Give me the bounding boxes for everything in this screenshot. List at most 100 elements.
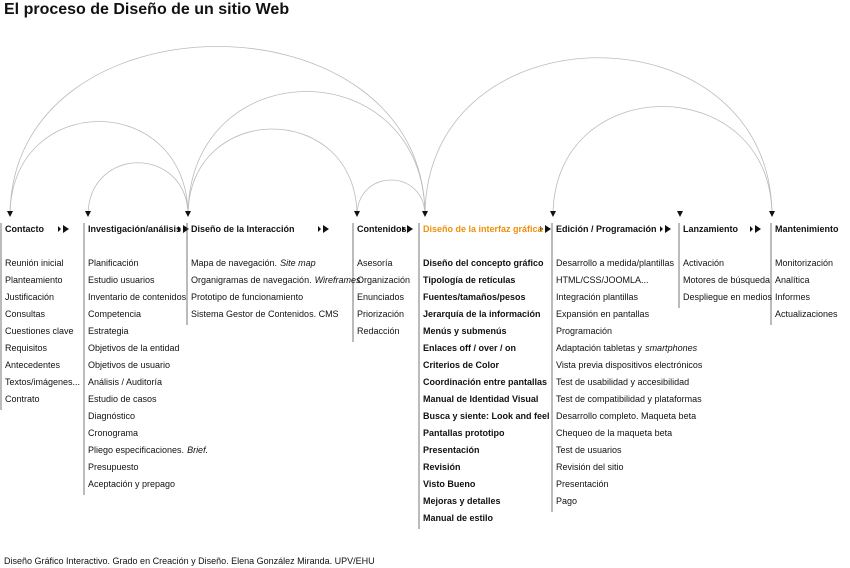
arrow-head bbox=[550, 211, 556, 217]
item: Motores de búsqueda bbox=[683, 275, 771, 285]
item: Chequeo de la maqueta beta bbox=[556, 428, 673, 438]
column-heading: Diseño de la Interacción bbox=[191, 224, 295, 234]
arc bbox=[9, 46, 426, 217]
item: Mapa de navegación. Site map bbox=[191, 257, 316, 269]
arrow-head bbox=[7, 211, 13, 217]
arrow-head bbox=[354, 211, 360, 217]
item: Estrategia bbox=[88, 326, 129, 336]
item-text: Adaptación tabletas y bbox=[556, 343, 643, 353]
item: Sistema Gestor de Contenidos. CMS bbox=[191, 309, 339, 319]
item: Integración plantillas bbox=[556, 292, 639, 302]
arrow bbox=[58, 226, 61, 232]
item: Visto Bueno bbox=[423, 479, 476, 489]
arrow bbox=[540, 226, 543, 232]
item-emphasis: Site map bbox=[280, 258, 316, 268]
item: Pago bbox=[556, 496, 578, 506]
column-heading: Lanzamiento bbox=[683, 224, 739, 234]
item: Vista previa dispositivos electrónicos bbox=[556, 360, 703, 370]
item: Enlaces off / over / on bbox=[423, 343, 517, 353]
item: Contrato bbox=[5, 394, 40, 404]
item: Inventario de contenidos bbox=[88, 292, 187, 302]
item: Programación bbox=[556, 326, 613, 336]
item: Pantallas prototipo bbox=[423, 428, 505, 438]
item: Análisis / Auditoría bbox=[88, 377, 163, 387]
item: Planteamiento bbox=[5, 275, 63, 285]
item: Mejoras y detalles bbox=[423, 496, 501, 506]
item-emphasis: smartphones bbox=[645, 343, 698, 353]
arc bbox=[552, 106, 773, 217]
item: Desarrollo completo. Maqueta beta bbox=[556, 411, 697, 421]
item-emphasis: Brief. bbox=[187, 445, 209, 455]
item: Cronograma bbox=[88, 428, 139, 438]
item: Fuentes/tamaños/pesos bbox=[423, 292, 526, 302]
item: Redacción bbox=[357, 326, 400, 336]
item: Revisión del sitio bbox=[556, 462, 624, 472]
arrow bbox=[665, 225, 671, 233]
item: Desarrollo a medida/plantillas bbox=[556, 258, 675, 268]
item: Competencia bbox=[88, 309, 142, 319]
arrow bbox=[407, 225, 413, 233]
item: Textos/imágenes... bbox=[5, 377, 81, 387]
arc bbox=[187, 91, 426, 217]
arrow bbox=[545, 225, 551, 233]
arrow-head bbox=[85, 211, 91, 217]
item: Presentación bbox=[423, 445, 480, 455]
item: Manual de Identidad Visual bbox=[423, 394, 539, 404]
arc bbox=[9, 121, 189, 217]
item: Pliego especificaciones. Brief. bbox=[88, 444, 208, 456]
arrow bbox=[63, 225, 69, 233]
item: Test de compatibilidad y plataformas bbox=[556, 394, 702, 404]
item: Justificación bbox=[5, 292, 55, 302]
arc bbox=[87, 162, 189, 217]
item: Monitorización bbox=[775, 258, 834, 268]
item: Test de usabilidad y accesibilidad bbox=[556, 377, 690, 387]
item: Requisitos bbox=[5, 343, 48, 353]
arrow bbox=[323, 225, 329, 233]
column-heading: Edición / Programación bbox=[556, 224, 657, 234]
arrow bbox=[183, 225, 189, 233]
arrow-head bbox=[422, 211, 428, 217]
item: Test de usuarios bbox=[556, 445, 622, 455]
column-heading: Investigación/análisis bbox=[88, 224, 182, 234]
arc bbox=[356, 179, 426, 217]
item: Aceptación y prepago bbox=[88, 479, 176, 489]
item: Enunciados bbox=[357, 292, 405, 302]
item: Presupuesto bbox=[88, 462, 139, 472]
item: Planificación bbox=[88, 258, 139, 268]
item: Tipología de retículas bbox=[423, 275, 516, 285]
item: Organigramas de navegación. Wireframes bbox=[191, 274, 361, 286]
item: Reunión inicial bbox=[5, 258, 64, 268]
item: Objetivos de la entidad bbox=[88, 343, 180, 353]
item: Informes bbox=[775, 292, 811, 302]
item: Consultas bbox=[5, 309, 46, 319]
arrow bbox=[318, 226, 321, 232]
arrow bbox=[755, 225, 761, 233]
item: Despliegue en medios bbox=[683, 292, 773, 302]
item-emphasis: Wireframes bbox=[314, 275, 361, 285]
arc bbox=[187, 128, 358, 217]
arrow bbox=[178, 226, 181, 232]
arrow-head bbox=[769, 211, 775, 217]
title: El proceso de Diseño de un sitio Web bbox=[4, 1, 290, 18]
item: Cuestiones clave bbox=[5, 326, 74, 336]
item-text: Organigramas de navegación. bbox=[191, 275, 312, 285]
item: Priorización bbox=[357, 309, 405, 319]
column-heading: Diseño de la interfaz gráfica bbox=[423, 224, 543, 234]
arrow bbox=[750, 226, 753, 232]
arrow-head bbox=[677, 211, 683, 217]
item-text: Pliego especificaciones. bbox=[88, 445, 185, 455]
arrow-head bbox=[185, 211, 191, 217]
arrow bbox=[402, 226, 405, 232]
arrow bbox=[660, 226, 663, 232]
column-heading: Contenidos bbox=[357, 224, 407, 234]
item: Actualizaciones bbox=[775, 309, 838, 319]
item: Asesoría bbox=[357, 258, 393, 268]
arc bbox=[424, 57, 773, 217]
item: HTML/CSS/JOOMLA... bbox=[556, 275, 649, 285]
item: Estudio usuarios bbox=[88, 275, 155, 285]
item: Menús y submenús bbox=[423, 326, 507, 336]
item: Jerarquía de la información bbox=[423, 309, 541, 319]
item: Adaptación tabletas y smartphones bbox=[556, 342, 697, 354]
